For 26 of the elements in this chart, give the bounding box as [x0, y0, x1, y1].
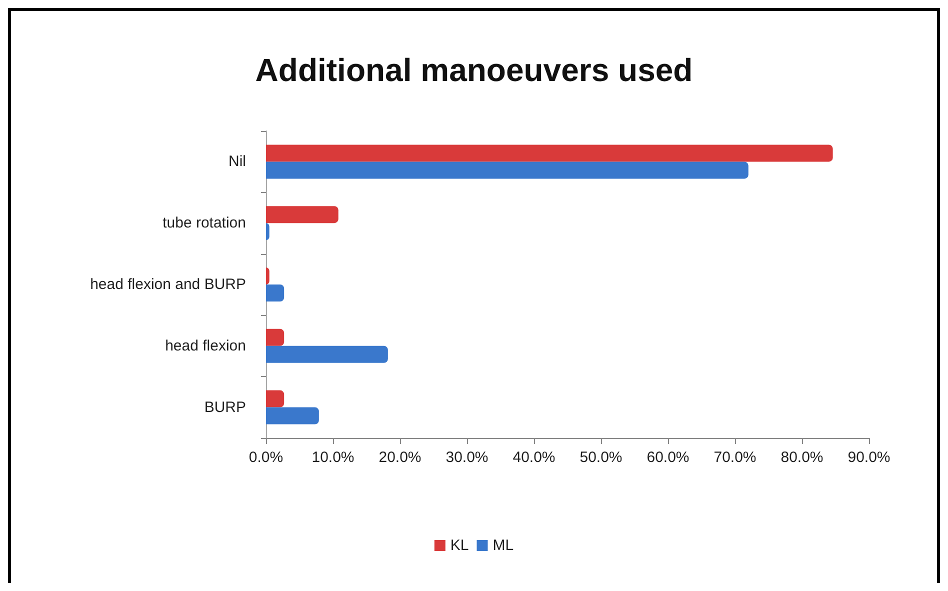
- bar: [266, 144, 833, 162]
- x-tick-label: 60.0%: [646, 449, 690, 466]
- bar: [266, 284, 284, 302]
- legend-label: KL: [450, 537, 469, 554]
- x-tick-label: 90.0%: [848, 449, 890, 466]
- bar: [266, 328, 284, 346]
- bar: [266, 162, 748, 179]
- y-tick-label: BURP: [204, 398, 246, 416]
- x-tick-label: 30.0%: [446, 449, 488, 466]
- bar: [266, 346, 388, 363]
- y-tick-label: tube rotation: [162, 214, 246, 232]
- y-tick-label: head flexion: [165, 337, 246, 354]
- bar: [266, 206, 338, 224]
- bar: [266, 390, 284, 408]
- y-tick-label: head flexion and BURP: [90, 276, 246, 293]
- bar: [266, 407, 319, 424]
- x-tick-label: 40.0%: [512, 449, 556, 466]
- chart-title: Additional manoeuvers used: [255, 52, 693, 88]
- x-tick-label: 80.0%: [780, 449, 824, 466]
- x-tick-label: 10.0%: [312, 449, 354, 466]
- x-tick-label: 20.0%: [378, 449, 422, 466]
- legend-label: ML: [492, 537, 514, 554]
- x-tick-label: 50.0%: [580, 449, 622, 466]
- x-tick-label: 70.0%: [714, 449, 756, 466]
- y-tick-label: Nil: [228, 153, 246, 170]
- x-tick-label: 0.0%: [248, 449, 284, 466]
